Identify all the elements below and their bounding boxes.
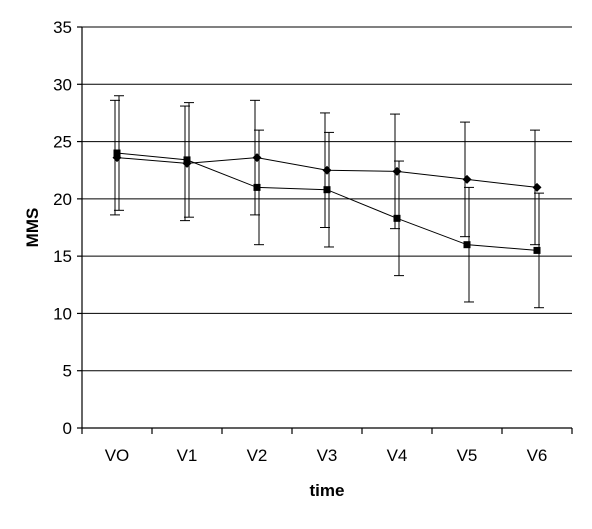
y-tick-label-0: 0 xyxy=(63,419,72,438)
point-s1-v4 xyxy=(392,166,402,176)
point-s1-v6 xyxy=(532,182,542,192)
x-axis-ticks: VO V1 V2 V3 V4 V5 V6 xyxy=(81,428,573,465)
x-axis-title: time xyxy=(310,481,345,500)
point-s2-vo xyxy=(113,149,121,157)
y-tick-label-15: 15 xyxy=(53,247,72,266)
y-tick-label-10: 10 xyxy=(53,304,72,323)
y-tick-label-30: 30 xyxy=(53,75,72,94)
point-s1-v3 xyxy=(322,165,332,175)
point-s2-v3 xyxy=(323,186,331,194)
y-axis-title: MMS xyxy=(23,208,42,248)
y-tick-label-25: 25 xyxy=(53,133,72,152)
point-s2-v1 xyxy=(183,156,191,164)
series-2 xyxy=(113,95,544,309)
x-tick-label-v4: V4 xyxy=(387,446,408,465)
y-tick-label-35: 35 xyxy=(53,18,72,37)
x-tick-label-v3: V3 xyxy=(317,446,338,465)
series-1 xyxy=(110,99,542,246)
y-tick-label-5: 5 xyxy=(63,362,72,381)
point-s2-v5 xyxy=(463,241,471,249)
point-s2-v6 xyxy=(533,246,541,254)
x-tick-label-v6: V6 xyxy=(527,446,548,465)
x-tick-label-v2: V2 xyxy=(247,446,268,465)
series-layer xyxy=(110,95,544,309)
x-tick-label-v5: V5 xyxy=(457,446,478,465)
point-s2-v4 xyxy=(393,214,401,222)
grid-lines xyxy=(82,26,572,372)
x-tick-label-v1: V1 xyxy=(177,446,198,465)
x-tick-label-vo: VO xyxy=(105,446,130,465)
y-axis-ticks: 0 5 10 15 20 25 30 35 xyxy=(53,18,82,438)
point-s1-v5 xyxy=(462,174,472,184)
point-s1-v2 xyxy=(252,153,262,163)
point-s2-v2 xyxy=(253,183,261,191)
y-tick-label-20: 20 xyxy=(53,190,72,209)
